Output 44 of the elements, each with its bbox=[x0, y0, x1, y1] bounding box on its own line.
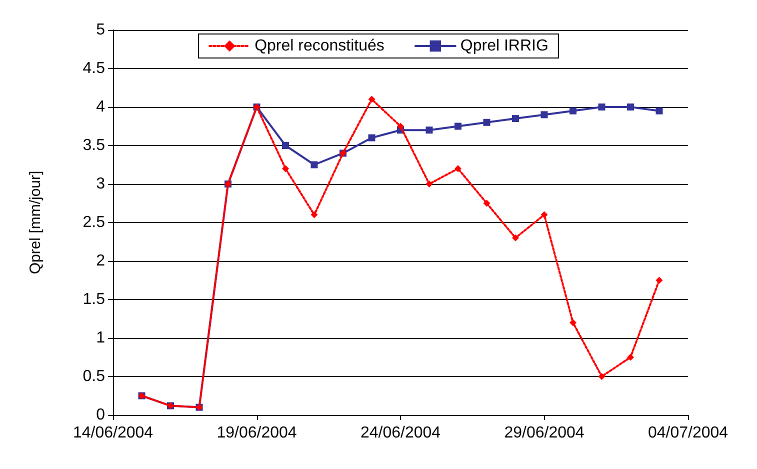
point bbox=[483, 118, 490, 126]
point bbox=[627, 104, 634, 110]
point bbox=[310, 211, 318, 218]
point bbox=[512, 115, 519, 122]
point bbox=[570, 319, 576, 326]
point bbox=[282, 142, 289, 149]
point bbox=[368, 96, 376, 103]
y-tick-label: 1.5 bbox=[82, 291, 106, 308]
y-tick-label: 1 bbox=[96, 330, 106, 346]
y-tick-label: 3.5 bbox=[82, 137, 106, 154]
y-tick-label: 5 bbox=[96, 22, 106, 38]
y-tick-label: 3 bbox=[96, 176, 106, 192]
point bbox=[368, 134, 376, 142]
y-tick-label: 0 bbox=[96, 406, 106, 424]
point bbox=[426, 180, 433, 188]
y-tick-label: 2.5 bbox=[82, 214, 106, 231]
x-tick-label: 29/06/2004 bbox=[504, 424, 584, 442]
x-tick-label: 24/06/2004 bbox=[360, 424, 441, 442]
point bbox=[540, 111, 548, 118]
y-tick-label: 4.5 bbox=[82, 60, 106, 77]
y-tick-label: 0.5 bbox=[82, 368, 106, 385]
y-tick-label: 2 bbox=[96, 252, 106, 270]
point bbox=[397, 122, 404, 130]
y-tick-label: 4 bbox=[96, 98, 106, 116]
point bbox=[598, 373, 606, 380]
point bbox=[656, 276, 663, 284]
point bbox=[454, 122, 462, 130]
point bbox=[598, 104, 606, 110]
point bbox=[627, 354, 634, 361]
point bbox=[540, 211, 548, 218]
point bbox=[454, 165, 462, 172]
point bbox=[512, 234, 519, 242]
x-tick-label: 14/06/2004 bbox=[72, 424, 154, 442]
point bbox=[282, 165, 289, 172]
y-axis-title: Qprel [mm/jour] bbox=[27, 170, 44, 274]
legend-label: Qprel reconstitués bbox=[254, 38, 384, 54]
point bbox=[570, 107, 576, 114]
point bbox=[310, 161, 318, 168]
point bbox=[656, 107, 663, 114]
point bbox=[426, 126, 433, 134]
x-tick-label: 04/07/2004 bbox=[648, 424, 728, 442]
legend-label: Qprel IRRIG bbox=[460, 38, 548, 54]
x-tick-label: 19/06/2004 bbox=[216, 424, 297, 442]
point bbox=[483, 200, 490, 207]
